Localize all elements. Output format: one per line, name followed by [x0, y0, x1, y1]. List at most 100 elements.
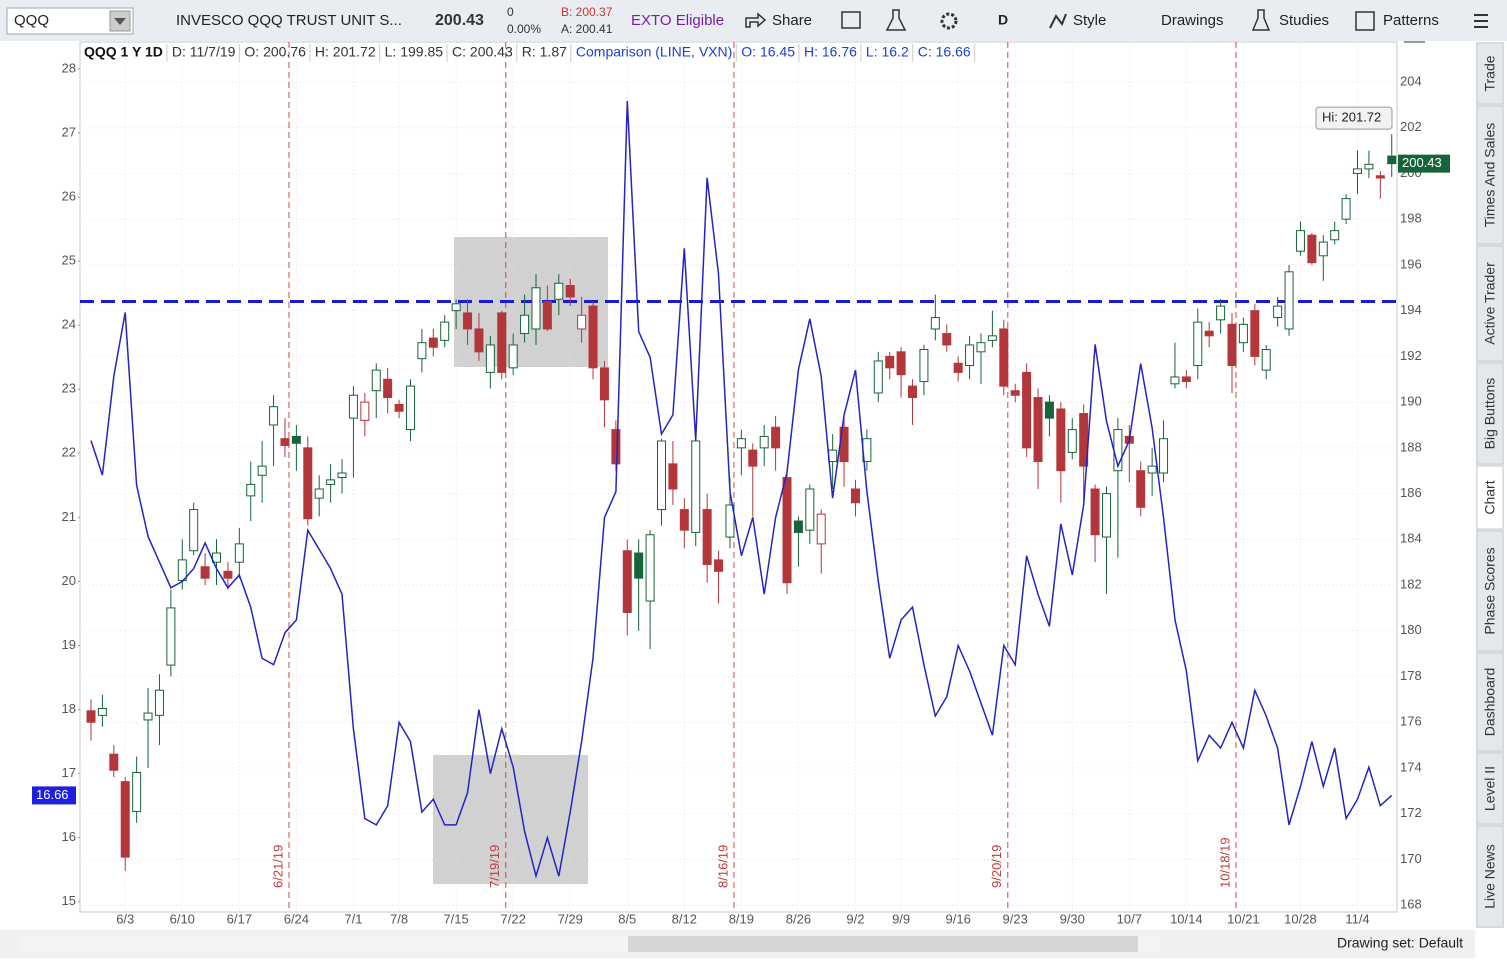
side-tab[interactable]: [1476, 825, 1504, 928]
x-tick-label: 8/5: [618, 911, 636, 926]
candle-body: [611, 429, 621, 465]
last-price: 200.43: [435, 12, 484, 29]
candle-body: [759, 435, 769, 449]
menu-icon[interactable]: [1474, 14, 1488, 28]
candle-body: [132, 772, 142, 812]
y2-tick-label: 22: [62, 445, 76, 460]
y2-tick-label: 25: [62, 253, 76, 268]
candle-body: [565, 285, 575, 298]
side-tab-label: Big Buttons: [1482, 378, 1498, 450]
y2-last-tag: [32, 786, 76, 805]
info-field: O: 200.76: [244, 44, 306, 60]
candle-body: [1250, 310, 1260, 357]
candle-body: [748, 449, 758, 467]
side-tab[interactable]: [1476, 530, 1504, 652]
candle-body: [805, 488, 815, 531]
candle-body: [1341, 198, 1351, 220]
vxn-line: [90, 100, 1393, 879]
candle-body: [1033, 397, 1043, 463]
x-tick-label: 11/4: [1345, 911, 1369, 926]
candle-body: [86, 710, 96, 723]
y-tick-label: 192: [1400, 348, 1422, 363]
x-tick-label: 9/16: [946, 911, 971, 926]
patterns-button[interactable]: Patterns: [1383, 12, 1439, 29]
candle-body: [109, 753, 119, 771]
candle-body: [873, 360, 883, 394]
y-tick-label: 186: [1400, 485, 1422, 500]
candle-body: [930, 317, 940, 330]
candle-body: [405, 385, 415, 431]
candle-body: [919, 349, 929, 383]
candle-body: [554, 282, 564, 300]
studies-button[interactable]: Studies: [1279, 12, 1329, 29]
studies-icon: [1251, 9, 1271, 31]
side-tab[interactable]: [1476, 105, 1504, 245]
info-field: C: 200.43: [452, 44, 513, 60]
candle-body: [223, 570, 233, 579]
info-field: L: 16.2: [866, 44, 909, 60]
candle-body: [1261, 349, 1271, 371]
candle-body: [485, 344, 495, 373]
x-tick-label: 9/9: [892, 911, 910, 926]
drawings-button[interactable]: Drawings: [1161, 12, 1224, 29]
x-tick-label: 7/29: [558, 911, 583, 926]
y2-tick-label: 24: [62, 317, 76, 332]
exto[interactable]: EXTO Eligible: [631, 12, 724, 29]
candle-body: [793, 520, 803, 533]
scroll-thumb[interactable]: [628, 936, 1138, 952]
x-tick-label: 7/15: [443, 911, 468, 926]
side-tab[interactable]: [1476, 652, 1504, 752]
x-tick-label: 10/7: [1117, 911, 1142, 926]
side-tab-label: Times And Sales: [1482, 123, 1498, 228]
share-button[interactable]: Share: [772, 12, 812, 29]
x-tick-label: 7/22: [501, 911, 526, 926]
candle-body: [885, 355, 895, 369]
y2-tick-label: 21: [62, 509, 76, 524]
pct-change: 0.00%: [507, 22, 541, 36]
candle-body: [212, 552, 222, 563]
y2-tick-label: 17: [62, 765, 76, 780]
candle-body: [440, 321, 450, 341]
ask: A: 200.41: [561, 22, 613, 36]
candle-body: [645, 534, 655, 602]
candle-body: [508, 344, 518, 369]
candle-body: [577, 314, 587, 330]
candle-body: [246, 483, 256, 497]
side-tab[interactable]: [1476, 465, 1504, 530]
candle-body: [337, 472, 347, 479]
x-tick-label: 10/28: [1284, 911, 1317, 926]
y-tick-label: 170: [1400, 851, 1422, 866]
candle-body: [200, 566, 210, 579]
aggregation[interactable]: D: [998, 12, 1008, 28]
candle-body: [599, 367, 609, 401]
share-icon: [745, 12, 767, 28]
candle-body: [622, 550, 632, 613]
side-tab[interactable]: [1476, 245, 1504, 362]
y2-tick-label: 27: [62, 124, 76, 139]
info-field: R: 1.87: [522, 44, 567, 60]
candle-body: [714, 559, 724, 572]
candle-body: [97, 708, 107, 716]
candle-body: [234, 543, 244, 563]
side-tab[interactable]: [1476, 362, 1504, 465]
side-tab[interactable]: [1476, 752, 1504, 825]
y2-tick-label: 26: [62, 188, 76, 203]
snapshot-icon[interactable]: [841, 11, 861, 29]
settings-icon[interactable]: [940, 12, 958, 30]
candle-body: [976, 342, 986, 353]
y-tick-label: 174: [1400, 759, 1422, 774]
x-tick-label: 7/1: [344, 911, 362, 926]
y-tick-label: 168: [1400, 897, 1422, 912]
side-tab[interactable]: [1476, 42, 1504, 105]
y-tick-label: 204: [1400, 73, 1422, 88]
net-change: 0: [507, 5, 514, 19]
candle-body: [1387, 155, 1397, 165]
x-tick-label: 8/12: [672, 911, 697, 926]
side-tab-label: Level II: [1482, 766, 1498, 811]
style-button[interactable]: Style: [1073, 12, 1106, 29]
drawing-set[interactable]: Drawing set: Default: [1337, 935, 1463, 951]
flask-icon[interactable]: [885, 9, 907, 31]
x-tick-label: 10/14: [1170, 911, 1203, 926]
